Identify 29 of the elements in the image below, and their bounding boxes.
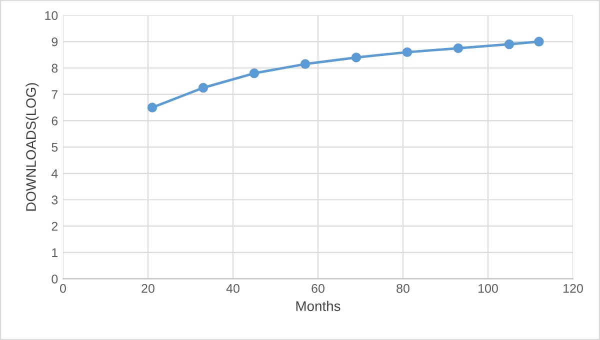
- y-tick-label: 7: [52, 90, 58, 99]
- point: [249, 68, 260, 78]
- y-tick-label: 4: [51, 169, 58, 178]
- y-tick-label: 3: [52, 196, 58, 204]
- point: [147, 102, 158, 112]
- y-tick-label: 10: [45, 11, 58, 20]
- point: [402, 47, 412, 58]
- x-tick-label: 60: [312, 284, 324, 293]
- point: [198, 82, 208, 93]
- y-tick-label: 6: [52, 116, 58, 126]
- point: [351, 52, 362, 62]
- y-tick-label: 1: [52, 248, 58, 257]
- x-tick-label: 40: [226, 284, 240, 293]
- y-tick-label: 5: [52, 142, 58, 152]
- y-tick-label: 2: [52, 222, 58, 231]
- x-tick-label: 20: [142, 284, 154, 293]
- y-axis-title: DOWNLOADS(LOG): [26, 83, 39, 211]
- point: [300, 59, 310, 69]
- point: [534, 36, 544, 47]
- y-tick-label: 9: [52, 37, 58, 46]
- y-tick-label: 8: [52, 64, 58, 73]
- point: [453, 43, 464, 54]
- y-tick-label: 0: [52, 274, 58, 284]
- x-tick-label: 100: [478, 284, 498, 293]
- x-tick-label: 0: [60, 284, 66, 293]
- point: [504, 39, 514, 50]
- x-axis-title: Months: [296, 300, 340, 312]
- x-tick-label: 80: [396, 284, 410, 293]
- x-tick-label: 120: [564, 284, 583, 293]
